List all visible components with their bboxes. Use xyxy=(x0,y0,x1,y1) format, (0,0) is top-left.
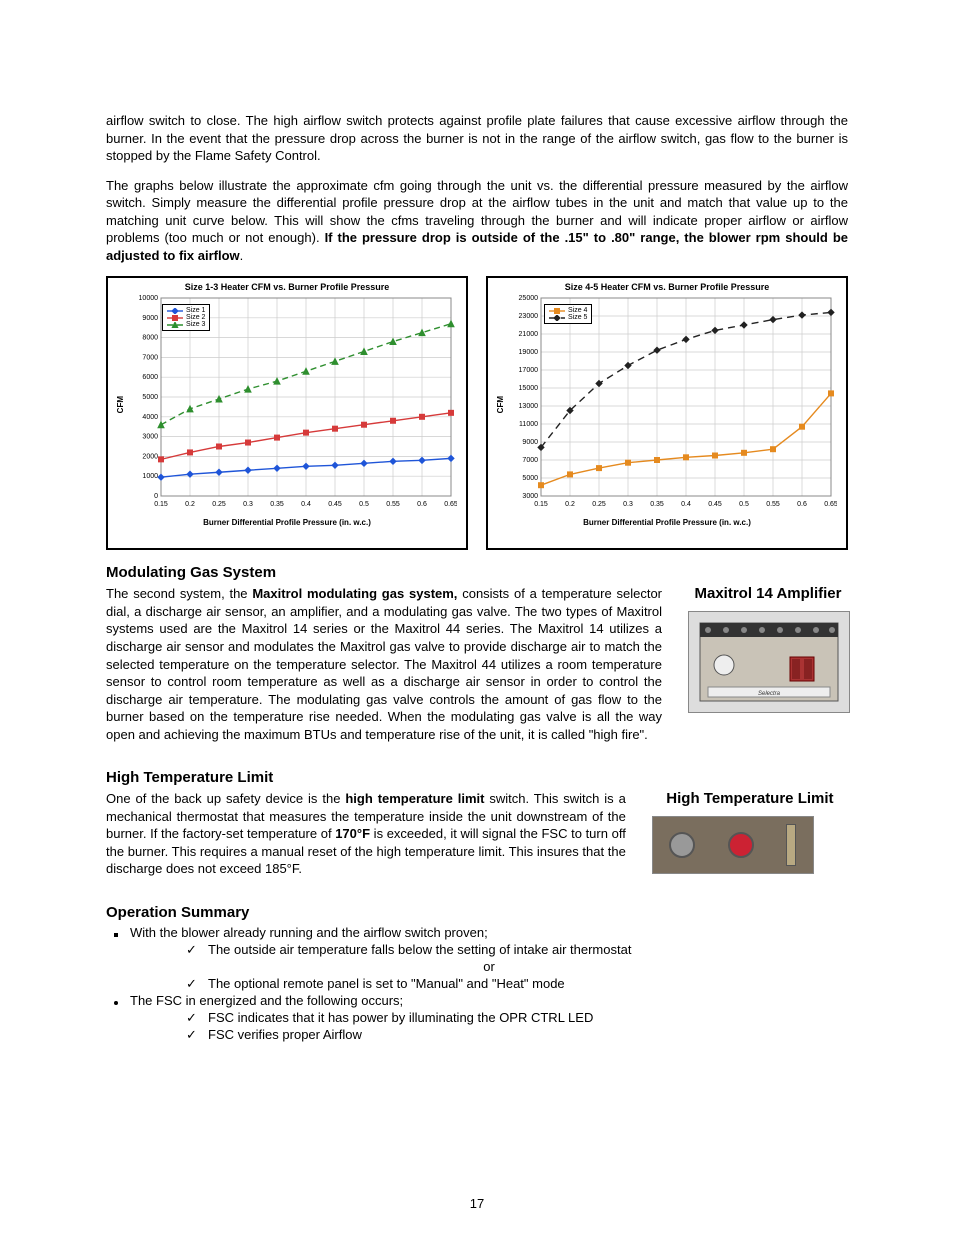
chart1-ylabel: CFM xyxy=(114,396,127,413)
svg-text:4000: 4000 xyxy=(142,414,158,421)
op-check-1: The outside air temperature falls below … xyxy=(186,942,848,957)
chart1-title: Size 1-3 Heater CFM vs. Burner Profile P… xyxy=(114,282,460,292)
svg-text:0.35: 0.35 xyxy=(270,501,284,508)
svg-text:21000: 21000 xyxy=(519,331,539,338)
chart2-plot: 3000 5000 7000 9000 11000 13000 15000 17000 1900… xyxy=(507,292,837,516)
op-list: With the blower already running and the … xyxy=(110,925,848,991)
svg-text:0.15: 0.15 xyxy=(154,501,168,508)
chart2-title: Size 4-5 Heater CFM vs. Burner Profile P… xyxy=(494,282,840,292)
svg-text:0.15: 0.15 xyxy=(534,501,548,508)
svg-text:5000: 5000 xyxy=(522,475,538,482)
svg-text:0.45: 0.45 xyxy=(708,501,722,508)
svg-text:13000: 13000 xyxy=(519,403,539,410)
chart-size-4-5: Size 4-5 Heater CFM vs. Burner Profile P… xyxy=(486,276,848,550)
svg-text:0.6: 0.6 xyxy=(417,501,427,508)
htl-device-image xyxy=(652,816,814,874)
svg-text:19000: 19000 xyxy=(519,349,539,356)
op-check-4: FSC verifies proper Airflow xyxy=(186,1027,848,1042)
svg-text:9000: 9000 xyxy=(522,439,538,446)
svg-text:0.4: 0.4 xyxy=(681,501,691,508)
op-item-1: With the blower already running and the … xyxy=(110,925,848,991)
chart1-legend: Size 1Size 2Size 3 xyxy=(162,304,210,331)
intro-para-1: airflow switch to close. The high airflo… xyxy=(106,112,848,165)
maxitrol-amplifier-image: Selectra xyxy=(688,611,850,713)
svg-text:10000: 10000 xyxy=(139,295,159,302)
svg-text:0.65: 0.65 xyxy=(444,501,457,508)
svg-text:0.25: 0.25 xyxy=(212,501,226,508)
svg-text:6000: 6000 xyxy=(142,375,158,382)
svg-text:15000: 15000 xyxy=(519,385,539,392)
chart2-ylabel: CFM xyxy=(494,396,507,413)
svg-text:0.2: 0.2 xyxy=(565,501,575,508)
svg-text:0.35: 0.35 xyxy=(650,501,664,508)
svg-text:2000: 2000 xyxy=(142,454,158,461)
svg-text:25000: 25000 xyxy=(519,295,539,302)
svg-text:0.6: 0.6 xyxy=(797,501,807,508)
svg-text:0.3: 0.3 xyxy=(623,501,633,508)
svg-text:23000: 23000 xyxy=(519,313,539,320)
svg-text:5000: 5000 xyxy=(142,394,158,401)
svg-text:0: 0 xyxy=(154,493,158,500)
chart2-legend: Size 4Size 5 xyxy=(544,304,592,324)
svg-text:0.3: 0.3 xyxy=(243,501,253,508)
svg-text:0.2: 0.2 xyxy=(185,501,195,508)
svg-text:3000: 3000 xyxy=(142,434,158,441)
svg-text:Selectra: Selectra xyxy=(758,691,781,697)
op-or: or xyxy=(130,959,848,974)
svg-text:9000: 9000 xyxy=(142,315,158,322)
op-check-3: FSC indicates that it has power by illum… xyxy=(186,1010,848,1025)
svg-text:0.55: 0.55 xyxy=(386,501,400,508)
heading-modulating: Modulating Gas System xyxy=(106,564,848,581)
modulating-para: The second system, the Maxitrol modulati… xyxy=(106,585,662,743)
page-number: 17 xyxy=(0,1196,954,1211)
svg-text:0.45: 0.45 xyxy=(328,501,342,508)
htl-para: One of the back up safety device is the … xyxy=(106,790,626,878)
svg-text:7000: 7000 xyxy=(522,457,538,464)
chart2-xlabel: Burner Differential Profile Pressure (in… xyxy=(494,518,840,527)
intro-para-2: The graphs below illustrate the approxim… xyxy=(106,177,848,265)
svg-text:1000: 1000 xyxy=(142,474,158,481)
svg-text:7000: 7000 xyxy=(142,355,158,362)
svg-text:0.25: 0.25 xyxy=(592,501,606,508)
svg-text:17000: 17000 xyxy=(519,367,539,374)
sidebar-maxitrol-title: Maxitrol 14 Amplifier xyxy=(688,585,848,603)
heading-htl: High Temperature Limit xyxy=(106,769,848,786)
op-check-2: The optional remote panel is set to "Man… xyxy=(186,976,848,991)
svg-text:0.5: 0.5 xyxy=(359,501,369,508)
charts-row: Size 1-3 Heater CFM vs. Burner Profile P… xyxy=(106,276,848,550)
svg-text:3000: 3000 xyxy=(522,493,538,500)
svg-text:0.55: 0.55 xyxy=(766,501,780,508)
svg-text:0.65: 0.65 xyxy=(824,501,837,508)
heading-op-summary: Operation Summary xyxy=(106,904,848,921)
chart-size-1-3: Size 1-3 Heater CFM vs. Burner Profile P… xyxy=(106,276,468,550)
chart1-xlabel: Burner Differential Profile Pressure (in… xyxy=(114,518,460,527)
svg-text:0.5: 0.5 xyxy=(739,501,749,508)
op-item-2: The FSC in energized and the following o… xyxy=(110,993,848,1042)
svg-text:0.4: 0.4 xyxy=(301,501,311,508)
svg-text:8000: 8000 xyxy=(142,335,158,342)
sidebar-htl-title: High Temperature Limit xyxy=(652,790,848,808)
svg-text:11000: 11000 xyxy=(519,421,538,428)
op-list-2: The FSC in energized and the following o… xyxy=(110,993,848,1042)
